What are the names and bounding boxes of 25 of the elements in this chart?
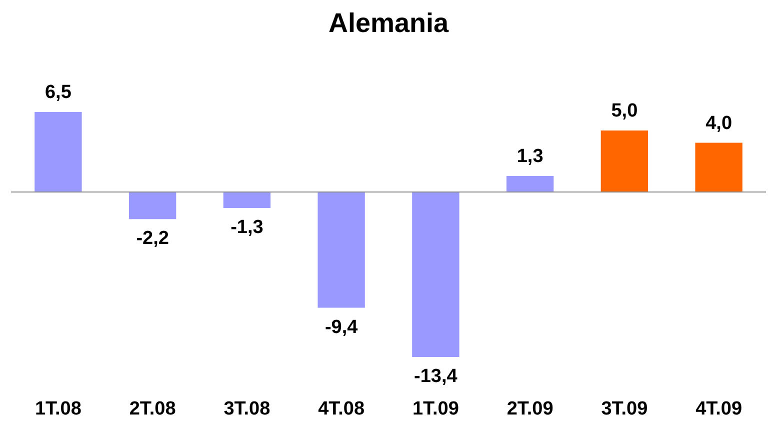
data-label: 4,0 <box>706 112 732 134</box>
bar <box>223 192 271 208</box>
data-label: -9,4 <box>324 316 358 338</box>
bar <box>128 192 176 220</box>
x-tick-label: 1T.09 <box>412 398 459 420</box>
data-label: -2,2 <box>136 228 169 250</box>
x-tick-label: 4T.08 <box>318 398 365 420</box>
data-label: 5,0 <box>611 100 638 122</box>
data-label: -13,4 <box>414 366 458 387</box>
bar <box>34 112 82 192</box>
x-tick-label: 2T.08 <box>129 398 176 420</box>
bar <box>506 176 554 192</box>
bar <box>318 192 365 308</box>
data-label: -1,3 <box>230 217 264 238</box>
x-tick-label: 1T.08 <box>34 398 82 420</box>
x-tick-label: 4T.09 <box>696 398 742 420</box>
x-tick-label: 3T.09 <box>601 398 648 420</box>
bar <box>600 130 648 192</box>
bar <box>412 192 460 357</box>
chart-title: Alemania <box>328 8 450 38</box>
x-tick-label: 2T.09 <box>506 398 554 420</box>
data-label: 1,3 <box>516 146 544 168</box>
bar <box>695 142 742 192</box>
data-label: 6,5 <box>44 82 72 103</box>
x-tick-label: 3T.08 <box>224 398 270 420</box>
